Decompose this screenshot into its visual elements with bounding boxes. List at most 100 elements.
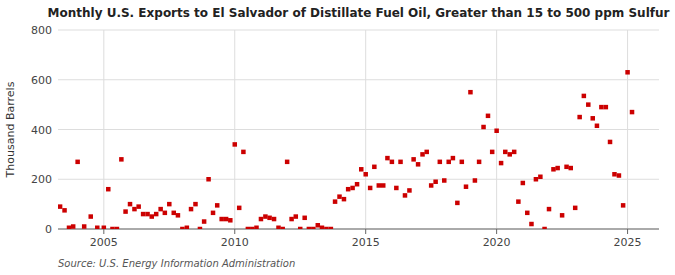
point	[468, 90, 473, 95]
point	[617, 173, 622, 178]
y-tick-label: 400	[31, 124, 52, 137]
point	[503, 150, 508, 155]
point	[604, 105, 609, 110]
x-tick	[496, 229, 497, 234]
y-tick-label: 200	[31, 173, 52, 186]
point	[381, 183, 386, 188]
point	[630, 110, 635, 115]
point	[555, 166, 560, 171]
point	[95, 226, 100, 229]
point	[407, 188, 412, 193]
point	[102, 226, 107, 229]
point	[189, 207, 194, 212]
x-tick-label: 2005	[90, 236, 118, 249]
point	[176, 213, 181, 218]
y-grid-line	[58, 229, 659, 230]
point	[115, 227, 120, 229]
point	[88, 214, 93, 219]
y-tick-label: 0	[45, 223, 52, 236]
point	[241, 150, 246, 155]
point	[516, 199, 521, 204]
x-grid-line	[103, 30, 104, 229]
point	[272, 217, 277, 222]
point	[320, 226, 325, 229]
point	[215, 203, 220, 208]
x-tick-label: 2025	[614, 236, 642, 249]
point	[158, 207, 163, 212]
point	[429, 183, 434, 188]
y-grid-line	[58, 179, 659, 180]
point	[433, 179, 438, 184]
point	[608, 140, 613, 145]
point	[573, 206, 578, 211]
chart: Monthly U.S. Exports to El Salvador of D…	[0, 0, 675, 275]
point	[577, 115, 582, 120]
point	[67, 226, 72, 229]
point	[438, 160, 443, 165]
source-note: Source: U.S. Energy Information Administ…	[58, 258, 295, 269]
x-tick	[365, 229, 366, 234]
point	[424, 150, 429, 155]
point	[250, 227, 255, 229]
point	[346, 187, 351, 192]
point	[621, 203, 626, 208]
point	[490, 150, 495, 155]
point	[167, 202, 172, 207]
point	[342, 197, 347, 202]
point	[564, 165, 569, 170]
point	[285, 160, 290, 165]
point	[416, 162, 421, 167]
point	[145, 212, 150, 217]
point	[411, 157, 416, 162]
point	[337, 194, 342, 199]
point	[390, 160, 395, 165]
point	[259, 217, 264, 222]
point	[254, 226, 259, 229]
point	[202, 219, 207, 224]
x-grid-line	[234, 30, 235, 229]
point	[359, 167, 364, 172]
point	[521, 181, 526, 186]
point	[185, 226, 190, 229]
point	[398, 160, 403, 165]
x-tick-label: 2020	[483, 236, 511, 249]
point	[446, 160, 451, 165]
point	[612, 172, 617, 177]
point	[302, 216, 307, 221]
point	[211, 211, 216, 216]
point	[586, 102, 591, 107]
point	[481, 125, 486, 130]
point	[198, 227, 203, 229]
point	[385, 156, 390, 161]
point	[486, 114, 491, 119]
point	[106, 187, 111, 192]
point	[582, 94, 587, 99]
point	[542, 227, 547, 229]
x-tick	[627, 229, 628, 234]
point	[132, 207, 137, 212]
point	[451, 156, 456, 161]
point	[123, 209, 128, 214]
x-grid-line	[627, 30, 628, 229]
point	[595, 124, 600, 129]
point	[206, 177, 211, 182]
point	[499, 161, 504, 166]
point	[136, 204, 141, 209]
points	[58, 70, 634, 229]
point	[82, 224, 87, 229]
y-tick-label: 800	[31, 24, 52, 37]
y-axis-label: Thousand Barrels	[4, 81, 17, 178]
point	[294, 214, 299, 219]
x-tick-label: 2015	[352, 236, 380, 249]
x-tick-label: 2010	[221, 236, 249, 249]
point	[551, 167, 556, 172]
point	[219, 217, 224, 222]
point	[599, 105, 604, 110]
point	[547, 207, 552, 212]
point	[128, 202, 133, 207]
point	[193, 202, 198, 207]
point	[477, 160, 482, 165]
point	[316, 223, 321, 228]
point	[163, 211, 168, 216]
point	[525, 211, 530, 216]
